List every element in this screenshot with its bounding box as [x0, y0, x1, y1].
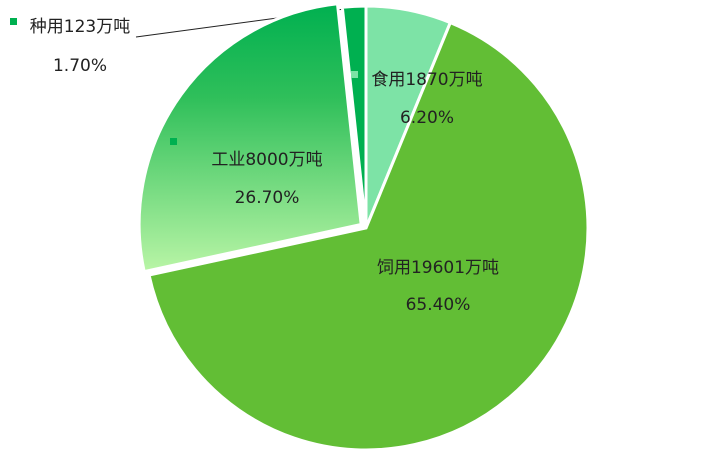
- label-marker: [351, 71, 358, 78]
- pie-slice: [340, 4, 368, 229]
- label-marker: [10, 18, 17, 25]
- slice-value-label: 26.70%: [235, 188, 300, 208]
- slice-label: 食用1870万吨: [371, 70, 482, 90]
- slice-label: 种用123万吨: [30, 17, 130, 37]
- slice-label: 饲用19601万吨: [377, 258, 499, 278]
- label-marker: [170, 138, 177, 145]
- pie-slice: [147, 20, 590, 452]
- slice-value-label: 6.20%: [400, 108, 454, 128]
- slice-value-label: 1.70%: [53, 56, 107, 76]
- slice-value-label: 65.40%: [406, 295, 471, 315]
- slice-label: 工业8000万吨: [211, 150, 322, 170]
- pie-slice: [137, 2, 363, 274]
